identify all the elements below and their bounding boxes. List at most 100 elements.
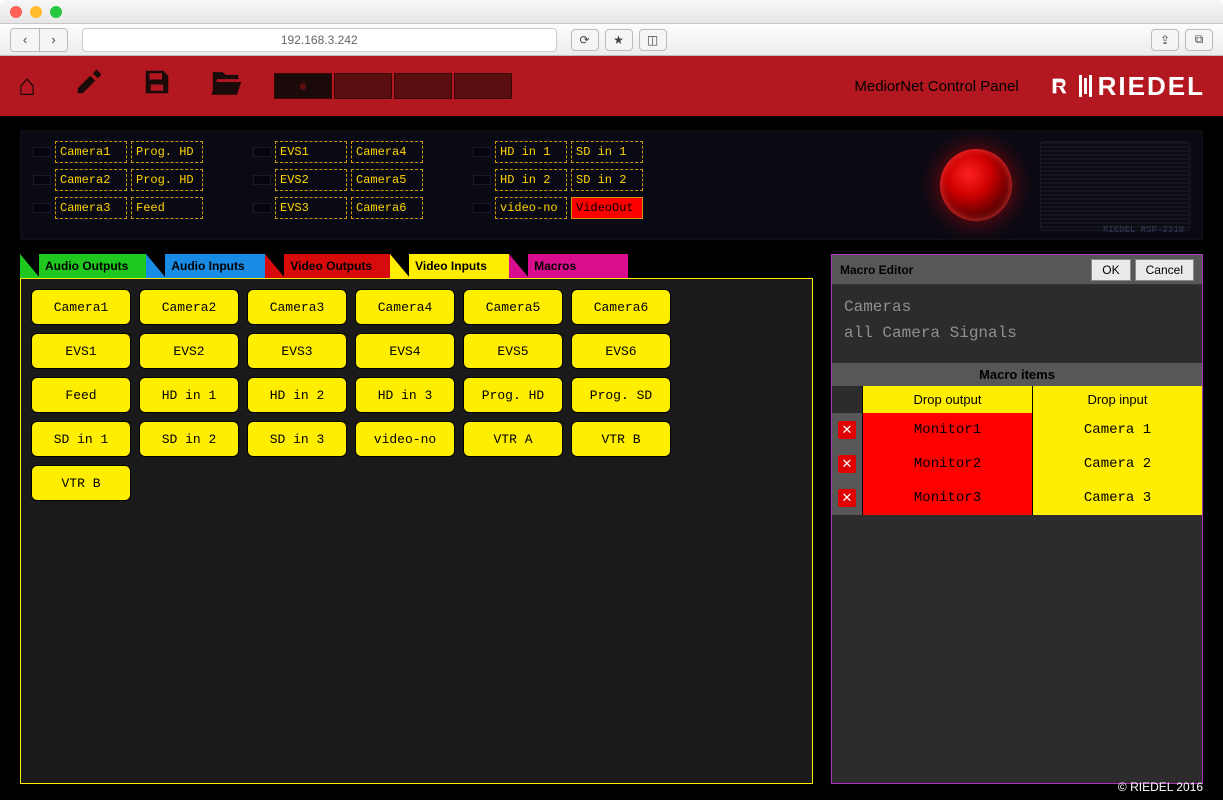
- input-chip[interactable]: Prog. HD: [463, 377, 563, 413]
- browser-toolbar: ‹ › 192.168.3.242 ⟳ ★ ◫ ⇪ ⧉: [0, 24, 1223, 56]
- col-input-header: Drop input: [1032, 386, 1202, 413]
- input-chip[interactable]: SD in 3: [247, 421, 347, 457]
- input-chip[interactable]: EVS6: [571, 333, 671, 369]
- reload-button[interactable]: ⟳: [571, 29, 599, 51]
- ok-button[interactable]: OK: [1091, 259, 1130, 281]
- copyright-footer: © RIEDEL 2016: [1118, 780, 1203, 794]
- hw-cell[interactable]: Camera6: [351, 197, 423, 219]
- tab-video-inputs[interactable]: Video Inputs: [390, 254, 509, 278]
- nav-back-button[interactable]: ‹: [11, 29, 39, 51]
- macro-input-cell[interactable]: Camera 2: [1032, 447, 1202, 481]
- delete-row-button[interactable]: ✕: [832, 413, 862, 447]
- macro-editor-title: Macro Editor: [840, 263, 913, 277]
- tabs-button[interactable]: ⧉: [1185, 29, 1213, 51]
- input-chip[interactable]: SD in 1: [31, 421, 131, 457]
- hw-cell[interactable]: Prog. HD: [131, 169, 203, 191]
- address-bar[interactable]: 192.168.3.242: [82, 28, 557, 52]
- home-icon[interactable]: ⌂: [18, 69, 36, 103]
- col-output-header: Drop output: [862, 386, 1032, 413]
- sidebar-button[interactable]: ◫: [639, 29, 667, 51]
- macro-items-heading: Macro items: [832, 363, 1202, 386]
- hw-cell[interactable]: EVS1: [275, 141, 347, 163]
- tab-audio-inputs[interactable]: Audio Inputs: [146, 254, 265, 278]
- input-chip[interactable]: VTR B: [571, 421, 671, 457]
- macro-editor-panel: Macro Editor OK Cancel Macro items Drop …: [831, 254, 1203, 784]
- tab-macros[interactable]: Macros: [509, 254, 628, 278]
- hardware-panel: Camera1Prog. HDCamera2Prog. HDCamera3Fee…: [20, 130, 1203, 240]
- delete-row-button[interactable]: ✕: [832, 447, 862, 481]
- window-min-icon[interactable]: [30, 6, 42, 18]
- tab-audio-outputs[interactable]: Audio Outputs: [20, 254, 146, 278]
- brand-logo: RIEDEL: [1047, 71, 1205, 102]
- hw-model-label: RIEDEL RSP-2318: [1103, 225, 1184, 235]
- macro-output-cell[interactable]: Monitor3: [862, 481, 1032, 515]
- macro-output-cell[interactable]: Monitor1: [862, 413, 1032, 447]
- input-chip[interactable]: VTR B: [31, 465, 131, 501]
- hw-cell[interactable]: EVS3: [275, 197, 347, 219]
- input-chip[interactable]: HD in 2: [247, 377, 347, 413]
- share-button[interactable]: ⇪: [1151, 29, 1179, 51]
- input-chip[interactable]: VTR A: [463, 421, 563, 457]
- input-chip[interactable]: HD in 3: [355, 377, 455, 413]
- hw-led: [253, 175, 271, 185]
- cancel-button[interactable]: Cancel: [1135, 259, 1194, 281]
- hw-led: [253, 147, 271, 157]
- input-chip[interactable]: Camera2: [139, 289, 239, 325]
- hw-led: [253, 203, 271, 213]
- hw-cell[interactable]: HD in 2: [495, 169, 567, 191]
- macro-text-input[interactable]: [832, 285, 1202, 363]
- input-chip[interactable]: EVS2: [139, 333, 239, 369]
- input-chip[interactable]: Camera1: [31, 289, 131, 325]
- save-icon[interactable]: [142, 67, 172, 105]
- hw-cell[interactable]: Camera5: [351, 169, 423, 191]
- delete-row-button[interactable]: ✕: [832, 481, 862, 515]
- hw-led: [33, 147, 51, 157]
- tab-video-outputs[interactable]: Video Outputs: [265, 254, 390, 278]
- macro-input-cell[interactable]: Camera 3: [1032, 481, 1202, 515]
- hw-cell[interactable]: VideoOut: [571, 197, 643, 219]
- app-title: MediorNet Control Panel: [854, 78, 1018, 95]
- open-icon[interactable]: [210, 67, 244, 105]
- hw-led: [473, 203, 491, 213]
- hw-cell[interactable]: SD in 1: [571, 141, 643, 163]
- hw-led: [33, 175, 51, 185]
- hw-cell[interactable]: Camera1: [55, 141, 127, 163]
- rotary-knob[interactable]: [940, 149, 1012, 221]
- reader-button[interactable]: ★: [605, 29, 633, 51]
- input-chip[interactable]: EVS1: [31, 333, 131, 369]
- input-chip[interactable]: Camera5: [463, 289, 563, 325]
- input-chip[interactable]: HD in 1: [139, 377, 239, 413]
- macro-input-cell[interactable]: Camera 1: [1032, 413, 1202, 447]
- speaker-grille: [1040, 141, 1190, 231]
- hw-led: [33, 203, 51, 213]
- layout-selector[interactable]: ➧: [274, 73, 512, 99]
- hw-cell[interactable]: video-no: [495, 197, 567, 219]
- input-chip[interactable]: Camera3: [247, 289, 347, 325]
- hw-cell[interactable]: Camera3: [55, 197, 127, 219]
- macro-output-cell[interactable]: Monitor2: [862, 447, 1032, 481]
- hw-cell[interactable]: Camera4: [351, 141, 423, 163]
- input-chip[interactable]: EVS3: [247, 333, 347, 369]
- input-chip[interactable]: Prog. SD: [571, 377, 671, 413]
- hw-cell[interactable]: EVS2: [275, 169, 347, 191]
- input-chip[interactable]: video-no: [355, 421, 455, 457]
- window-close-icon[interactable]: [10, 6, 22, 18]
- input-chip[interactable]: Camera4: [355, 289, 455, 325]
- hw-cell[interactable]: HD in 1: [495, 141, 567, 163]
- hw-cell[interactable]: Prog. HD: [131, 141, 203, 163]
- input-chip[interactable]: Feed: [31, 377, 131, 413]
- hw-cell[interactable]: Camera2: [55, 169, 127, 191]
- hw-led: [473, 175, 491, 185]
- input-chip[interactable]: EVS4: [355, 333, 455, 369]
- hw-cell[interactable]: Feed: [131, 197, 203, 219]
- settings-icon[interactable]: [74, 67, 104, 105]
- window-max-icon[interactable]: [50, 6, 62, 18]
- input-chip[interactable]: Camera6: [571, 289, 671, 325]
- input-chip[interactable]: SD in 2: [139, 421, 239, 457]
- category-tabs: Audio OutputsAudio InputsVideo OutputsVi…: [20, 254, 813, 278]
- hw-cell[interactable]: SD in 2: [571, 169, 643, 191]
- nav-forward-button[interactable]: ›: [39, 29, 67, 51]
- input-chip[interactable]: EVS5: [463, 333, 563, 369]
- hw-led: [473, 147, 491, 157]
- app-header: ⌂ ➧ MediorNet Control Panel RIEDEL: [0, 56, 1223, 116]
